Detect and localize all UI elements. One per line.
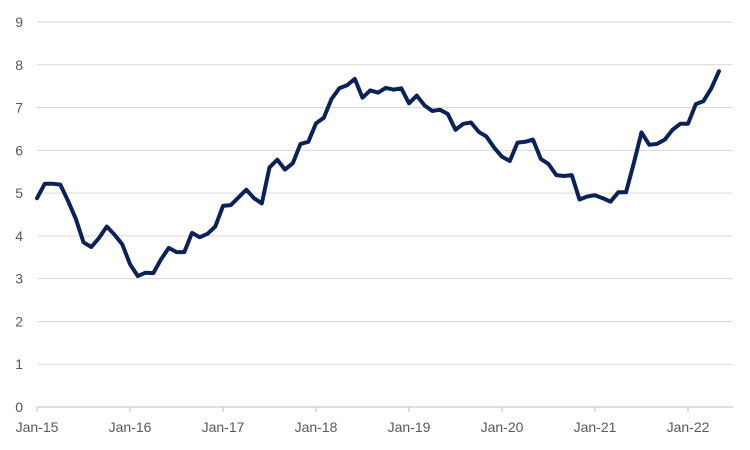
x-tick-label-Jan-18: Jan-18 <box>295 419 338 435</box>
x-tick-label-Jan-21: Jan-21 <box>574 419 617 435</box>
y-tick-label-3: 3 <box>15 271 23 287</box>
x-axis-tick-labels: Jan-15 Jan-16 Jan-17 Jan-18 Jan-19 Jan-20 Jan-… <box>16 419 710 435</box>
y-tick-label-4: 4 <box>15 228 23 244</box>
series-layer <box>35 69 721 279</box>
x-tick-label-Jan-20: Jan-20 <box>481 419 524 435</box>
gridlines <box>37 21 733 365</box>
axes <box>36 406 733 412</box>
x-tick-label-Jan-22: Jan-22 <box>667 419 710 435</box>
y-tick-label-2: 2 <box>15 313 23 329</box>
y-tick-label-6: 6 <box>15 142 23 158</box>
y-tick-label-9: 9 <box>15 14 23 30</box>
y-tick-label-8: 8 <box>15 57 23 73</box>
series-line-0 <box>35 69 721 279</box>
x-tick-label-Jan-16: Jan-16 <box>109 419 152 435</box>
y-axis-tick-labels: 0 1 2 3 4 5 6 7 8 9 <box>15 14 23 415</box>
y-tick-label-1: 1 <box>15 356 23 372</box>
y-tick-label-5: 5 <box>15 185 23 201</box>
x-tick-label-Jan-15: Jan-15 <box>16 419 59 435</box>
y-tick-label-7: 7 <box>15 100 23 116</box>
x-tick-label-Jan-17: Jan-17 <box>202 419 245 435</box>
y-tick-label-0: 0 <box>15 399 23 415</box>
x-tick-label-Jan-19: Jan-19 <box>388 419 431 435</box>
